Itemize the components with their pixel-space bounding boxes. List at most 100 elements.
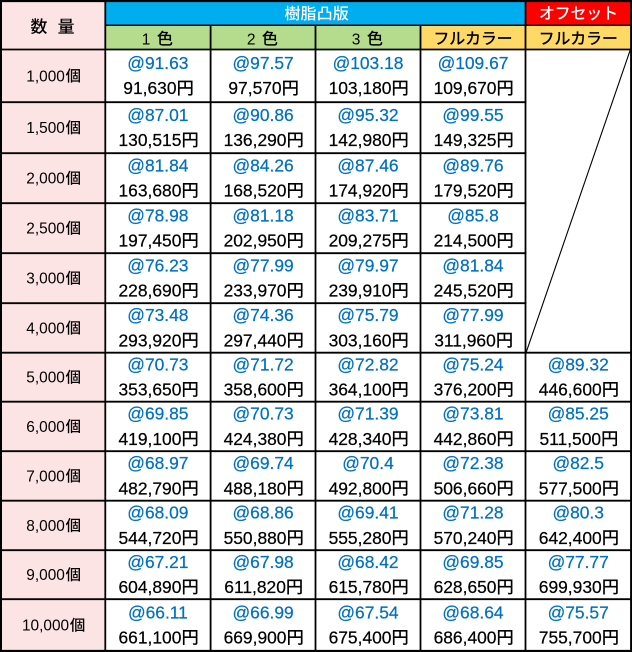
svg-text:506,660: 506,660 [434, 478, 497, 498]
svg-text:442,860: 442,860 [434, 429, 497, 449]
svg-text:446,600: 446,600 [539, 380, 602, 400]
svg-text:@69.85: @69.85 [127, 404, 188, 424]
svg-text:149,325: 149,325 [434, 130, 497, 150]
svg-text:174,920: 174,920 [329, 181, 392, 201]
svg-text:197,450: 197,450 [119, 231, 182, 251]
svg-text:482,790: 482,790 [119, 478, 182, 498]
svg-text:615,780: 615,780 [329, 577, 392, 597]
svg-text:424,380: 424,380 [224, 429, 287, 449]
svg-text:577,500: 577,500 [539, 478, 602, 498]
svg-text:1: 1 [142, 31, 151, 48]
svg-text:2,500: 2,500 [26, 221, 65, 238]
svg-text:2,000: 2,000 [26, 171, 65, 188]
svg-text:642,400: 642,400 [539, 528, 602, 548]
svg-text:570,240: 570,240 [434, 528, 497, 548]
svg-text:311,960: 311,960 [434, 330, 496, 350]
svg-text:@81.84: @81.84 [127, 155, 189, 175]
svg-text:91,630: 91,630 [123, 78, 176, 98]
svg-text:@69.41: @69.41 [337, 503, 398, 523]
svg-text:686,400: 686,400 [434, 628, 497, 648]
svg-text:@72.82: @72.82 [337, 354, 398, 374]
svg-text:@67.21: @67.21 [127, 552, 188, 572]
svg-text:@84.26: @84.26 [233, 155, 294, 175]
svg-text:@71.39: @71.39 [337, 404, 398, 424]
svg-text:@70.73: @70.73 [233, 404, 294, 424]
svg-text:@77.99: @77.99 [233, 255, 294, 275]
svg-text:97,570: 97,570 [228, 78, 281, 98]
svg-text:@74.36: @74.36 [233, 305, 294, 325]
svg-text:8,000: 8,000 [26, 518, 65, 535]
svg-text:@77.99: @77.99 [442, 305, 503, 325]
svg-text:293,920: 293,920 [119, 330, 182, 350]
svg-text:@82.5: @82.5 [552, 453, 604, 473]
svg-text:419,100: 419,100 [119, 429, 182, 449]
svg-text:628,650: 628,650 [434, 577, 497, 597]
svg-text:@87.01: @87.01 [127, 105, 188, 125]
svg-text:239,910: 239,910 [329, 281, 392, 301]
svg-text:@89.32: @89.32 [548, 354, 609, 374]
svg-text:202,950: 202,950 [224, 231, 287, 251]
svg-text:604,890: 604,890 [119, 577, 182, 597]
svg-text:5,000: 5,000 [26, 370, 65, 387]
svg-text:9,000: 9,000 [26, 567, 65, 584]
svg-text:@68.09: @68.09 [127, 503, 188, 523]
svg-text:669,900: 669,900 [224, 628, 287, 648]
svg-text:209,275: 209,275 [329, 231, 392, 251]
svg-text:297,440: 297,440 [224, 330, 287, 350]
svg-text:245,520: 245,520 [434, 281, 497, 301]
svg-text:@109.67: @109.67 [438, 53, 509, 73]
svg-text:@69.85: @69.85 [442, 552, 503, 572]
svg-text:@66.11: @66.11 [128, 602, 188, 622]
svg-text:544,720: 544,720 [119, 528, 182, 548]
svg-text:214,500: 214,500 [434, 231, 497, 251]
svg-text:428,340: 428,340 [329, 429, 392, 449]
svg-text:@73.81: @73.81 [442, 404, 503, 424]
svg-text:233,970: 233,970 [224, 281, 287, 301]
svg-text:@76.23: @76.23 [127, 255, 188, 275]
svg-text:@79.97: @79.97 [337, 255, 398, 275]
svg-text:1,500: 1,500 [26, 120, 65, 137]
svg-text:130,515: 130,515 [119, 130, 182, 150]
svg-text:1,000: 1,000 [26, 68, 65, 85]
svg-text:179,520: 179,520 [434, 181, 497, 201]
svg-text:@70.4: @70.4 [342, 453, 394, 473]
svg-text:511,500: 511,500 [540, 429, 602, 449]
svg-text:103,180: 103,180 [329, 78, 392, 98]
svg-text:163,680: 163,680 [119, 181, 182, 201]
svg-text:358,600: 358,600 [224, 380, 287, 400]
svg-text:@71.72: @71.72 [233, 354, 294, 374]
svg-text:364,100: 364,100 [329, 380, 392, 400]
svg-text:7,000: 7,000 [26, 468, 65, 485]
svg-text:@68.97: @68.97 [127, 453, 188, 473]
svg-text:@71.28: @71.28 [442, 503, 503, 523]
svg-text:228,690: 228,690 [119, 281, 182, 301]
svg-text:699,930: 699,930 [539, 577, 602, 597]
svg-text:@78.98: @78.98 [127, 205, 188, 225]
svg-text:@68.64: @68.64 [442, 602, 504, 622]
svg-text:303,160: 303,160 [329, 330, 392, 350]
svg-text:675,400: 675,400 [329, 628, 392, 648]
svg-text:@85.8: @85.8 [447, 205, 499, 225]
svg-text:@90.86: @90.86 [233, 105, 294, 125]
svg-text:@89.76: @89.76 [442, 155, 503, 175]
svg-text:@69.74: @69.74 [233, 453, 295, 473]
svg-text:611,820: 611,820 [224, 577, 286, 597]
svg-text:@67.98: @67.98 [233, 552, 294, 572]
svg-text:@75.79: @75.79 [337, 305, 398, 325]
svg-text:@75.24: @75.24 [442, 354, 504, 374]
svg-text:@81.84: @81.84 [442, 255, 504, 275]
svg-text:@80.3: @80.3 [552, 503, 604, 523]
svg-text:10,000: 10,000 [22, 618, 69, 635]
svg-text:3,000: 3,000 [26, 271, 65, 288]
svg-text:488,180: 488,180 [224, 478, 287, 498]
svg-text:@68.86: @68.86 [233, 503, 294, 523]
svg-text:@67.54: @67.54 [337, 602, 399, 622]
svg-text:@77.77: @77.77 [548, 552, 609, 572]
svg-text:353,650: 353,650 [119, 380, 182, 400]
svg-text:6,000: 6,000 [26, 419, 65, 436]
svg-text:@66.99: @66.99 [233, 602, 294, 622]
svg-text:@91.63: @91.63 [127, 53, 188, 73]
svg-text:661,100: 661,100 [119, 628, 182, 648]
svg-text:@103.18: @103.18 [333, 53, 404, 73]
svg-text:@99.55: @99.55 [442, 105, 503, 125]
